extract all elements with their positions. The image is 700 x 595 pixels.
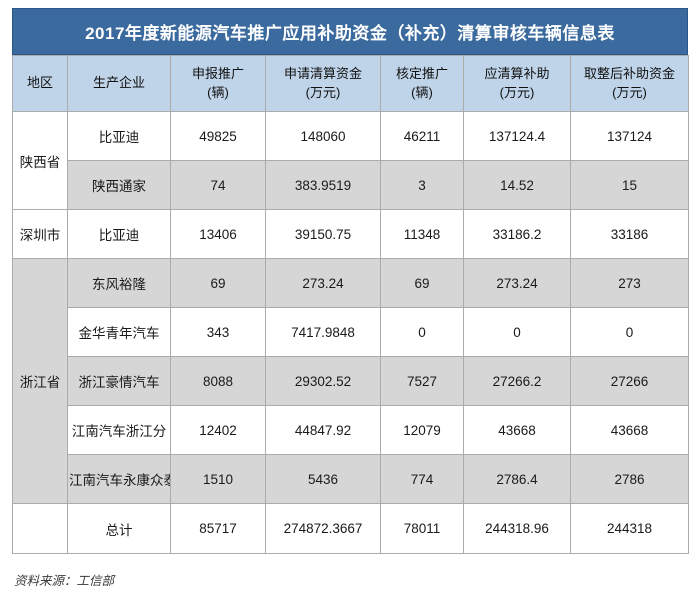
header-requested-funds: 申请清算资金 (万元)	[265, 55, 381, 112]
table-row: 浙江豪情汽车 8088 29302.52 7527 27266.2 27266	[12, 356, 689, 406]
value-cell: 43668	[463, 405, 571, 455]
total-label-cell: 总计	[67, 503, 171, 554]
value-cell: 244318	[570, 503, 689, 554]
table-row: 深圳市 比亚迪 13406 39150.75 11348 33186.2 331…	[12, 209, 689, 259]
header-label: 取整后补助资金	[583, 65, 675, 81]
header-row: 地区 生产企业 申报推广 (辆) 申请清算资金 (万元) 核定推广 (辆) 应清算补助…	[12, 55, 689, 112]
value-cell: 274872.3667	[265, 503, 381, 554]
region-cell: 陕西省	[12, 111, 68, 210]
value-cell: 273.24	[463, 258, 571, 308]
value-cell: 69	[170, 258, 266, 308]
table-row: 陕西通家 74 383.9519 3 14.52 15	[12, 160, 689, 210]
table-row: 陕西省 比亚迪 49825 148060 46211 137124.4 1371…	[12, 111, 689, 210]
header-label: 生产企业	[92, 75, 145, 91]
value-cell: 0	[463, 307, 571, 357]
value-cell: 46211	[380, 111, 464, 161]
company-cell: 陕西通家	[67, 160, 171, 210]
source-note: 资料来源：工信部	[14, 574, 115, 588]
table-header: 地区 生产企业 申报推广 (辆) 申请清算资金 (万元) 核定推广 (辆) 应清算补助…	[12, 55, 689, 112]
value-cell: 27266.2	[463, 356, 571, 406]
value-cell: 2786.4	[463, 454, 571, 504]
subsidy-table: 地区 生产企业 申报推广 (辆) 申请清算资金 (万元) 核定推广 (辆) 应清算补助…	[12, 55, 689, 554]
value-cell: 244318.96	[463, 503, 571, 554]
value-cell: 44847.92	[265, 405, 381, 455]
table-row: 江南汽车永康众泰 1510 5436 774 2786.4 2786	[12, 454, 689, 504]
header-unit: (万元)	[499, 84, 535, 100]
value-cell: 7417.9848	[265, 307, 381, 357]
value-cell: 7527	[380, 356, 464, 406]
header-declared: 申报推广 (辆)	[170, 55, 266, 112]
value-cell: 27266	[570, 356, 689, 406]
table-title: 2017年度新能源汽车推广应用补助资金（补充）清算审核车辆信息表	[12, 8, 688, 55]
value-cell: 69	[380, 258, 464, 308]
region-cell	[12, 503, 68, 554]
value-cell: 3	[380, 160, 464, 210]
value-cell: 273.24	[265, 258, 381, 308]
value-cell: 33186.2	[463, 209, 571, 259]
total-row: 总计 85717 274872.3667 78011 244318.96 244…	[12, 503, 689, 554]
region-cell: 浙江省	[12, 258, 68, 504]
company-cell: 江南汽车永康众泰	[67, 454, 171, 504]
value-cell: 11348	[380, 209, 464, 259]
header-label: 核定推广	[395, 65, 448, 81]
header-unit: (万元)	[612, 84, 647, 100]
value-cell: 33186	[570, 209, 689, 259]
table-row: 江南汽车浙江分 12402 44847.92 12079 43668 43668	[12, 405, 689, 455]
value-cell: 1510	[170, 454, 266, 504]
value-cell: 85717	[170, 503, 266, 554]
header-unit: (万元)	[305, 84, 341, 100]
value-cell: 14.52	[463, 160, 571, 210]
value-cell: 0	[570, 307, 689, 357]
value-cell: 15	[570, 160, 689, 210]
header-approved: 核定推广 (辆)	[380, 55, 464, 112]
header-unit: (辆)	[411, 84, 433, 100]
value-cell: 273	[570, 258, 689, 308]
value-cell: 12079	[380, 405, 464, 455]
value-cell: 12402	[170, 405, 266, 455]
value-cell: 49825	[170, 111, 266, 161]
company-cell: 比亚迪	[67, 209, 171, 259]
company-cell: 比亚迪	[67, 111, 171, 161]
value-cell: 2786	[570, 454, 689, 504]
header-rounded-subsidy: 取整后补助资金 (万元)	[570, 55, 689, 112]
company-cell: 金华青年汽车	[67, 307, 171, 357]
table-row: 浙江省 东风裕隆 69 273.24 69 273.24 273	[12, 258, 689, 504]
value-cell: 5436	[265, 454, 381, 504]
table-body: 陕西省 比亚迪 49825 148060 46211 137124.4 1371…	[12, 111, 689, 554]
value-cell: 39150.75	[265, 209, 381, 259]
header-settle-subsidy: 应清算补助 (万元)	[463, 55, 571, 112]
value-cell: 43668	[570, 405, 689, 455]
value-cell: 29302.52	[265, 356, 381, 406]
company-cell: 江南汽车浙江分	[67, 405, 171, 455]
company-cell: 东风裕隆	[67, 258, 171, 308]
header-region: 地区	[12, 55, 68, 112]
header-label: 应清算补助	[484, 65, 550, 81]
header-unit: (辆)	[207, 84, 229, 100]
value-cell: 8088	[170, 356, 266, 406]
value-cell: 78011	[380, 503, 464, 554]
value-cell: 383.9519	[265, 160, 381, 210]
company-cell: 浙江豪情汽车	[67, 356, 171, 406]
value-cell: 343	[170, 307, 266, 357]
value-cell: 74	[170, 160, 266, 210]
header-label: 地区	[26, 75, 53, 91]
value-cell: 148060	[265, 111, 381, 161]
header-company: 生产企业	[67, 55, 171, 112]
header-label: 申请清算资金	[283, 65, 362, 81]
value-cell: 13406	[170, 209, 266, 259]
value-cell: 774	[380, 454, 464, 504]
region-cell: 深圳市	[12, 209, 68, 259]
value-cell: 0	[380, 307, 464, 357]
table-row: 金华青年汽车 343 7417.9848 0 0 0	[12, 307, 689, 357]
header-label: 申报推广	[191, 65, 244, 81]
value-cell: 137124	[570, 111, 689, 161]
value-cell: 137124.4	[463, 111, 571, 161]
